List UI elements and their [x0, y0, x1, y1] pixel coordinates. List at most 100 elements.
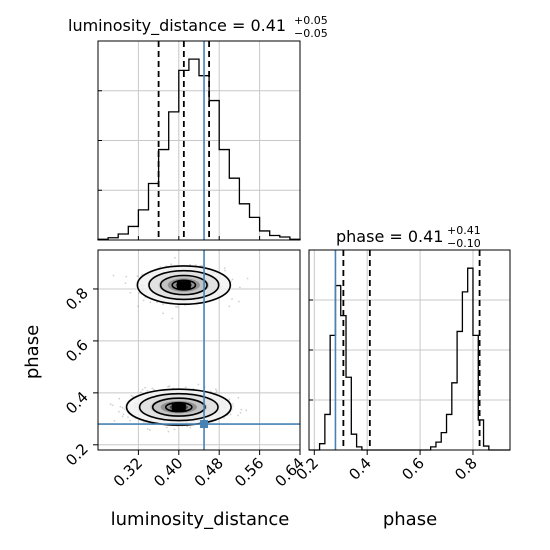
phase-histogram-panel: 0.2 0.4 0.6 0.8 — [293, 249, 511, 484]
joint-sample-point — [184, 386, 187, 388]
joint-sample-point — [119, 405, 122, 408]
joint-sample-point — [124, 282, 127, 284]
joint-sample-point — [153, 388, 155, 391]
joint-sample-point — [168, 385, 171, 387]
joint-sample-point — [121, 415, 124, 418]
joint-sample-point — [151, 387, 154, 390]
joint-contour-mode-0-0 — [171, 279, 197, 291]
joint-sample-point — [130, 394, 133, 397]
joint-sample-point — [127, 416, 129, 418]
joint-sample-point — [228, 305, 231, 308]
joint-sample-point — [201, 264, 203, 267]
joint-sample-point — [146, 428, 149, 430]
joint-xtick-label-2: 0.48 — [191, 454, 227, 490]
joint-sample-point — [149, 301, 152, 304]
ld-title-main: luminosity_distance = 0.41 — [68, 16, 286, 36]
joint-sample-point — [166, 426, 168, 429]
joint-sample-point — [139, 391, 142, 394]
joint-sample-point — [173, 428, 176, 431]
joint-sample-point — [118, 410, 120, 413]
joint-sample-point — [229, 413, 232, 416]
joint-sample-point — [239, 286, 241, 289]
joint-sample-point — [176, 306, 179, 308]
joint-sample-point — [189, 426, 192, 429]
joint-sample-point — [215, 390, 218, 392]
joint-contour-mode-1-3 — [125, 388, 232, 426]
joint-contour-mode-0-2 — [148, 269, 220, 301]
joint-contour-mode-0-3 — [136, 265, 232, 305]
joint-xtick-label-3: 0.56 — [231, 454, 267, 490]
ld-title-minus: −0.05 — [294, 27, 328, 40]
joint-sample-point — [113, 419, 116, 422]
joint-xtick-label-1: 0.40 — [150, 454, 186, 490]
joint-sample-point — [215, 388, 217, 391]
joint-contour-mode-0-1 — [159, 274, 208, 296]
joint-sample-point — [170, 263, 173, 266]
ld-title: luminosity_distance = 0.41 +0.05 −0.05 — [68, 14, 328, 40]
joint-sample-point — [146, 390, 149, 392]
joint-sample-point — [129, 291, 132, 294]
joint-contour-mode-1-0 — [164, 401, 193, 413]
joint-sample-point — [194, 264, 197, 267]
joint-sample-point — [189, 263, 192, 266]
joint-frame — [97, 249, 301, 451]
joint-sample-point — [197, 383, 200, 386]
joint-sample-point — [238, 300, 240, 303]
joint-scatter-panel: 0.32 0.40 0.48 0.56 0.640.20.40.60.8 — [62, 249, 308, 490]
joint-sample-point — [162, 303, 164, 306]
joint-sample-point — [174, 256, 176, 259]
joint-sample-point — [109, 403, 112, 405]
joint-ytick-label-0: 0.2 — [62, 440, 92, 470]
joint-sample-point — [228, 398, 231, 401]
x-axis-label-ld: luminosity_distance — [111, 509, 290, 530]
phase-title-minus: −0.10 — [447, 237, 481, 250]
phase-xtick-label-2: 0.6 — [398, 454, 428, 484]
joint-sample-point — [141, 388, 144, 391]
ld-title-plus: +0.05 — [294, 14, 328, 27]
joint-sample-point — [209, 390, 212, 393]
phase-title-plus: +0.41 — [447, 224, 481, 237]
ld-hist-frame — [97, 40, 301, 241]
phase-title-main: phase = 0.41 — [336, 227, 443, 246]
joint-sample-point — [137, 305, 140, 308]
joint-sample-point — [122, 413, 125, 416]
joint-sample-point — [129, 419, 132, 422]
joint-sample-point — [112, 274, 115, 277]
joint-sample-point — [149, 429, 151, 431]
joint-xtick-label-0: 0.32 — [110, 454, 146, 490]
joint-sample-point — [224, 269, 227, 272]
joint-sample-point — [144, 386, 147, 389]
joint-sample-point — [246, 277, 249, 280]
ld-histogram-panel — [97, 40, 301, 241]
joint-sample-point — [136, 275, 139, 278]
phase-xtick-label-3: 0.8 — [451, 454, 481, 484]
joint-sample-point — [231, 278, 234, 281]
phase-xtick-label-1: 0.4 — [345, 454, 375, 484]
joint-sample-point — [237, 396, 240, 399]
joint-sample-point — [171, 317, 174, 320]
joint-sample-point — [186, 425, 189, 428]
joint-sample-point — [240, 408, 243, 411]
joint-sample-point — [111, 404, 114, 407]
phase-hist-frame — [308, 249, 511, 451]
y-axis-label-phase: phase — [22, 325, 43, 379]
joint-sample-point — [162, 312, 165, 315]
joint-sample-point — [167, 385, 170, 388]
joint-sample-point — [159, 266, 162, 268]
joint-sample-point — [118, 397, 121, 400]
joint-sample-point — [142, 299, 145, 302]
joint-sample-point — [215, 392, 218, 394]
joint-sample-point — [237, 414, 240, 417]
joint-contour-mode-1-1 — [151, 397, 206, 417]
phase-title: phase = 0.41 +0.41 −0.10 — [336, 224, 481, 250]
joint-ytick-label-1: 0.4 — [62, 388, 92, 418]
joint-density-peak-0 — [176, 281, 191, 290]
joint-sample-point — [245, 409, 248, 412]
joint-ytick-label-2: 0.6 — [62, 336, 92, 366]
joint-sample-point — [239, 411, 242, 414]
joint-sample-point — [125, 275, 128, 278]
x-axis-label-phase: phase — [383, 509, 437, 530]
joint-sample-point — [121, 406, 124, 409]
joint-truth-marker — [200, 420, 209, 429]
